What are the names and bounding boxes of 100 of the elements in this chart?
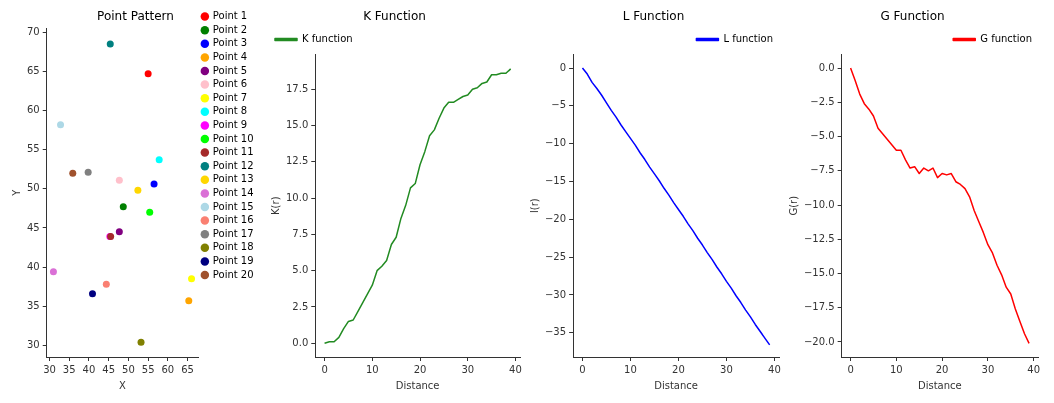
chart-title: K Function — [363, 9, 426, 24]
y-tick-label: 17.5 — [286, 82, 309, 94]
x-tick-label: 10 — [889, 363, 903, 375]
x-tick-label: 20 — [672, 363, 685, 375]
x-tick-label: 20 — [935, 363, 949, 375]
x-axis-title: Distance — [654, 379, 698, 391]
y-tick-label: 10.0 — [286, 191, 309, 203]
y-tick-label: −25 — [544, 250, 567, 262]
y-tick-label: 70 — [26, 25, 40, 37]
point — [115, 228, 123, 236]
y-tick-label: −7.5 — [810, 164, 835, 176]
legend-label: Point 7 — [212, 91, 248, 103]
x-tick-label: 10 — [365, 363, 379, 375]
legend-label: Point 1 — [212, 10, 248, 22]
legend-label: Point 13 — [212, 173, 254, 185]
x-axis-title: Distance — [395, 379, 440, 391]
y-axis-title: l(r) — [528, 198, 540, 214]
point — [144, 70, 152, 78]
x-tick-label: 30 — [720, 363, 733, 375]
legend-label: Point 6 — [212, 78, 248, 90]
y-tick-label: 2.5 — [292, 300, 309, 312]
legend-label: Point 9 — [212, 118, 248, 130]
legend-label: Point 11 — [212, 146, 254, 158]
point — [89, 290, 96, 298]
legend-label: Point 14 — [212, 186, 254, 198]
x-tick-label: 40 — [1027, 363, 1041, 375]
legend-label: Point 12 — [212, 159, 254, 171]
y-tick-label: 60 — [26, 104, 40, 116]
y-tick-label: 0.0 — [818, 61, 835, 73]
legend-label: Point 10 — [212, 132, 254, 144]
legend-label: Point 4 — [212, 50, 248, 62]
y-tick-label: −12.5 — [803, 232, 835, 244]
x-tick-label: 40 — [509, 363, 522, 375]
x-tick-label: 30 — [981, 363, 995, 375]
y-tick-label: 35 — [26, 299, 40, 311]
y-tick-label: −20 — [544, 212, 567, 224]
legend-label: Point 17 — [212, 227, 254, 239]
x-tick-label: 55 — [141, 363, 155, 375]
legend-label: K function — [302, 32, 353, 44]
x-tick-label: 0 — [847, 363, 854, 375]
x-tick-label: 65 — [181, 363, 194, 375]
legend-label: Point 8 — [212, 105, 248, 117]
point — [188, 275, 196, 283]
x-tick-label: 20 — [413, 363, 427, 375]
y-tick-label: 5.0 — [292, 264, 309, 276]
x-tick-label: 30 — [461, 363, 475, 375]
legend-label: Point 5 — [212, 64, 248, 76]
y-tick-label: −15.0 — [803, 267, 835, 279]
point — [102, 280, 110, 288]
chart-title: Point Pattern — [97, 9, 174, 24]
legend-label: Point 3 — [212, 37, 248, 49]
point — [57, 121, 65, 129]
x-tick-label: 10 — [624, 363, 637, 375]
x-tick-label: 40 — [82, 363, 96, 375]
point — [119, 203, 127, 211]
y-tick-label: 0.0 — [292, 336, 309, 348]
point — [84, 168, 92, 176]
y-tick-label: 55 — [26, 143, 40, 155]
x-tick-label: 50 — [122, 363, 135, 375]
point — [115, 176, 123, 184]
y-tick-label: −5.0 — [810, 130, 835, 142]
y-tick-label: −35 — [544, 326, 567, 338]
y-tick-label: −17.5 — [803, 301, 835, 313]
x-tick-label: 40 — [768, 363, 781, 375]
x-tick-label: 45 — [102, 363, 116, 375]
point — [134, 186, 142, 194]
chart-title: G Function — [880, 9, 945, 24]
point — [69, 169, 77, 177]
x-axis-title: Distance — [917, 379, 962, 391]
y-tick-label: −10 — [544, 137, 567, 149]
y-tick-label: 50 — [26, 182, 40, 194]
legend-label: Point 20 — [212, 268, 254, 280]
legend-label: Point 18 — [212, 241, 254, 253]
x-tick-label: 60 — [161, 363, 175, 375]
point — [137, 338, 145, 346]
point — [185, 297, 193, 305]
x-tick-label: 30 — [43, 363, 56, 375]
y-axis-title: Y — [10, 188, 22, 197]
x-tick-label: 0 — [579, 363, 586, 375]
x-tick-label: 0 — [321, 363, 328, 375]
y-tick-label: 12.5 — [286, 155, 309, 167]
y-tick-label: −30 — [544, 288, 567, 300]
y-axis-title: G(r) — [787, 195, 799, 216]
point — [146, 208, 154, 216]
chart-title: L Function — [622, 9, 685, 24]
legend-label: L function — [723, 32, 774, 44]
y-tick-label: −5 — [551, 99, 567, 111]
y-tick-label: 7.5 — [292, 227, 309, 239]
y-tick-label: −2.5 — [810, 95, 835, 107]
point — [49, 268, 57, 276]
legend-label: Point 19 — [212, 254, 254, 266]
y-tick-label: 45 — [26, 221, 40, 233]
y-tick-label: 30 — [26, 338, 40, 350]
legend-label: Point 15 — [212, 200, 254, 212]
x-tick-label: 35 — [62, 363, 76, 375]
point — [150, 180, 158, 188]
legend-label: Point 16 — [212, 214, 254, 226]
y-tick-label: −10.0 — [803, 198, 835, 210]
legend-label: Point 2 — [212, 23, 248, 35]
point — [155, 156, 163, 164]
